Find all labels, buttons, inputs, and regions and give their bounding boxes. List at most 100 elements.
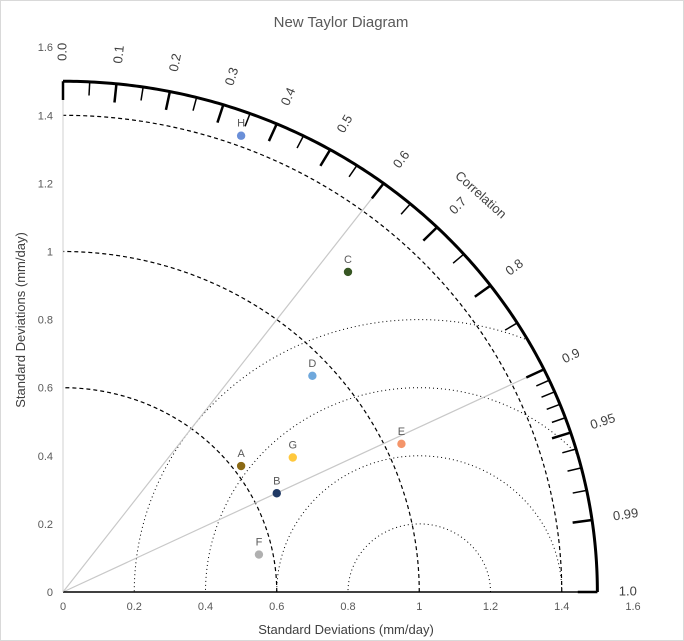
x-tick-label: 0.6 <box>269 601 284 613</box>
corr-minor-tick <box>88 81 91 96</box>
corr-major-tick <box>216 104 225 124</box>
data-points: A B C D E F G H <box>236 118 406 559</box>
corr-major-tick <box>113 83 118 103</box>
corr-line-0.6 <box>62 183 385 593</box>
corr-tick-label: 0.99 <box>612 505 639 523</box>
corr-tick-label: 0.5 <box>333 112 355 135</box>
point-marker <box>308 371 317 380</box>
corr-minor-tick <box>562 448 577 454</box>
y-tick-label: 1.4 <box>38 110 53 122</box>
corr-minor-tick <box>546 403 561 410</box>
corr-minor-tick <box>348 165 358 178</box>
x-tick-label: 0.8 <box>340 601 355 613</box>
std-arc-1.4 <box>62 114 563 593</box>
point-label: F <box>256 537 263 549</box>
corr-line-0.9 <box>62 368 545 593</box>
point-label: D <box>308 358 316 370</box>
x-tick-label: 1.2 <box>483 601 498 613</box>
grid-arcs <box>62 114 577 593</box>
point-marker <box>236 461 246 471</box>
y-axis-title: Standard Deviations (mm/day) <box>13 232 28 408</box>
corr-tick-label: 0.1 <box>110 45 127 64</box>
corr-minor-tick <box>536 379 550 387</box>
rmsd-arc-0.6 <box>205 387 577 593</box>
corr-minor-tick <box>452 253 465 264</box>
y-tick-label: 0.8 <box>38 315 53 327</box>
chart-title: New Taylor Diagram <box>274 14 409 31</box>
point-label: H <box>237 118 245 130</box>
y-tick-label: 1.2 <box>38 178 53 190</box>
rmsd-arc-0.4 <box>276 455 563 593</box>
point-D: D <box>308 358 317 380</box>
y-tick-label: 1 <box>47 247 53 259</box>
x-tick-label: 1 <box>416 601 422 613</box>
corr-major-tick <box>422 226 438 242</box>
point-label: C <box>344 254 352 266</box>
corr-minor-tick <box>551 417 566 424</box>
corr-tick-label: 0.95 <box>588 410 617 432</box>
corr-major-tick <box>267 123 278 142</box>
corr-major-tick <box>370 182 385 200</box>
corr-minor-tick <box>400 203 411 215</box>
corr-major-tick <box>572 518 593 524</box>
std-arc-0.6 <box>63 387 278 592</box>
point-H: H <box>236 118 246 140</box>
y-tick-label: 0.4 <box>38 451 53 463</box>
corr-tick-label: 0.9 <box>559 345 582 366</box>
y-tick-label: 1.6 <box>38 42 53 54</box>
corr-major-tick <box>525 368 545 379</box>
corr-minor-tick <box>541 391 555 398</box>
corr-minor-tick <box>140 86 144 101</box>
corr-tick-label: 0.7 <box>446 194 469 217</box>
corr-major-tick <box>319 149 332 167</box>
corr-tick-label: 0.4 <box>277 85 298 108</box>
point-C: C <box>343 254 353 277</box>
corr-minor-tick <box>192 97 198 111</box>
point-label: E <box>398 426 405 438</box>
y-tick-label: 0.6 <box>38 383 53 395</box>
corr-minor-tick <box>504 322 518 331</box>
x-tick-label: 0.2 <box>127 601 142 613</box>
corr-tick-label: 0.0 <box>54 43 69 61</box>
std-arc-1 <box>62 250 420 593</box>
corr-tick-label: 0.8 <box>502 256 525 279</box>
correlation-axis-title: Correlation <box>452 168 509 222</box>
point-marker <box>272 489 281 498</box>
x-tick-label: 1.4 <box>554 601 569 613</box>
point-marker <box>254 550 264 559</box>
axes <box>62 81 598 593</box>
y-tick-label: 0.2 <box>38 519 53 531</box>
x-tick-label: 0 <box>60 601 66 613</box>
corr-minor-tick <box>244 113 251 127</box>
point-E: E <box>397 426 406 449</box>
point-A: A <box>236 448 246 471</box>
corr-major-tick <box>164 91 172 111</box>
corr-minor-tick <box>572 489 587 494</box>
corr-tick-label: 0.2 <box>166 52 184 73</box>
point-B: B <box>272 475 281 498</box>
correlation-axis: 0.0 0.1 0.2 0.3 0.4 0.5 0.6 0.7 0.8 0.9 0.95 0.99 1.… <box>54 43 639 599</box>
point-label: B <box>273 475 280 487</box>
x-axis-title: Standard Deviations (mm/day) <box>258 622 434 637</box>
corr-minor-tick <box>296 135 305 149</box>
point-marker <box>288 453 297 462</box>
point-marker <box>236 131 246 140</box>
point-marker <box>343 267 353 277</box>
corr-major-tick <box>551 431 572 440</box>
corr-minor-tick <box>567 467 582 472</box>
tick-labels: 0 0.2 0.4 0.6 0.8 1 1.2 1.4 1.6 0 0.2 0.4 0.6 0.8 1 1.2… <box>38 42 641 613</box>
corr-tick-label: 0.3 <box>222 65 242 87</box>
point-label: A <box>237 448 245 460</box>
y-tick-label: 0 <box>47 587 53 599</box>
corr-major-tick <box>474 284 492 298</box>
corr-tick-label: 1.0 <box>619 583 637 598</box>
point-label: G <box>289 440 298 452</box>
corr-tick-label: 0.6 <box>390 147 413 170</box>
correlation-arc <box>62 79 599 593</box>
x-tick-label: 1.6 <box>625 601 640 613</box>
rmsd-arc-0.8 <box>133 319 526 593</box>
point-marker <box>397 439 406 449</box>
x-tick-label: 0.4 <box>198 601 213 613</box>
point-F: F <box>254 537 264 559</box>
